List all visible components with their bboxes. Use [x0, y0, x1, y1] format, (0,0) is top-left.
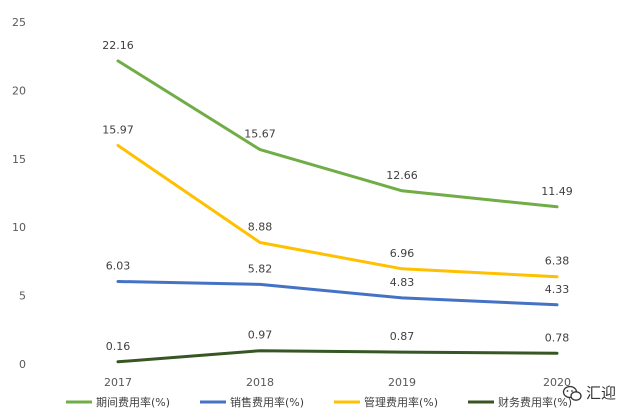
legend-label: 销售费用率(%) [230, 395, 304, 409]
data-label: 15.67 [244, 128, 276, 141]
series-line-3 [116, 144, 559, 279]
legend-label: 期间费用率(%) [96, 395, 170, 409]
data-label: 4.83 [390, 276, 415, 289]
y-tick-label: 15 [12, 153, 26, 166]
y-tick-label: 25 [12, 16, 26, 29]
data-labels: 22.16 15.67 12.66 11.49 6.03 5.82 4.83 4.33 15.9… [102, 39, 573, 353]
data-label: 6.03 [106, 260, 131, 273]
y-axis-ticks: 0 5 10 15 20 25 [12, 16, 26, 371]
legend: 期间费用率(%) 销售费用率(%) 管理费用率(%) 财务费用率(%) [66, 395, 572, 409]
legend-label: 管理费用率(%) [364, 395, 438, 409]
data-label: 11.49 [541, 185, 573, 198]
legend-label: 财务费用率(%) [498, 395, 572, 409]
y-tick-label: 5 [19, 290, 26, 303]
data-label: 0.97 [248, 329, 273, 342]
series-line-4 [116, 349, 559, 364]
data-label: 4.33 [545, 283, 570, 296]
series-lines [116, 59, 559, 364]
data-label: 15.97 [102, 124, 134, 137]
wechat-icon [562, 385, 582, 401]
data-label: 0.87 [390, 330, 415, 343]
x-tick-label: 2020 [543, 376, 571, 389]
data-label: 6.38 [545, 255, 570, 268]
x-tick-label: 2019 [388, 376, 416, 389]
legend-item-3: 管理费用率(%) [334, 395, 438, 409]
series-line-1 [116, 59, 559, 209]
x-tick-label: 2017 [104, 376, 132, 389]
x-tick-label: 2018 [246, 376, 274, 389]
legend-item-2: 销售费用率(%) [200, 395, 304, 409]
data-label: 22.16 [102, 39, 134, 52]
data-label: 12.66 [386, 169, 418, 182]
series-line-2 [116, 280, 559, 307]
legend-item-1: 期间费用率(%) [66, 395, 170, 409]
y-tick-label: 10 [12, 221, 26, 234]
watermark: 汇迎 [562, 384, 616, 402]
data-label: 0.16 [106, 340, 131, 353]
watermark-text: 汇迎 [586, 384, 616, 402]
data-label: 5.82 [248, 262, 273, 275]
data-label: 0.78 [545, 331, 570, 344]
data-label: 6.96 [390, 247, 415, 260]
y-tick-label: 0 [19, 358, 26, 371]
legend-item-4: 财务费用率(%) [468, 395, 572, 409]
y-tick-label: 20 [12, 84, 26, 97]
data-label: 8.88 [248, 221, 273, 234]
x-axis-ticks: 2017 2018 2019 2020 [104, 376, 571, 389]
